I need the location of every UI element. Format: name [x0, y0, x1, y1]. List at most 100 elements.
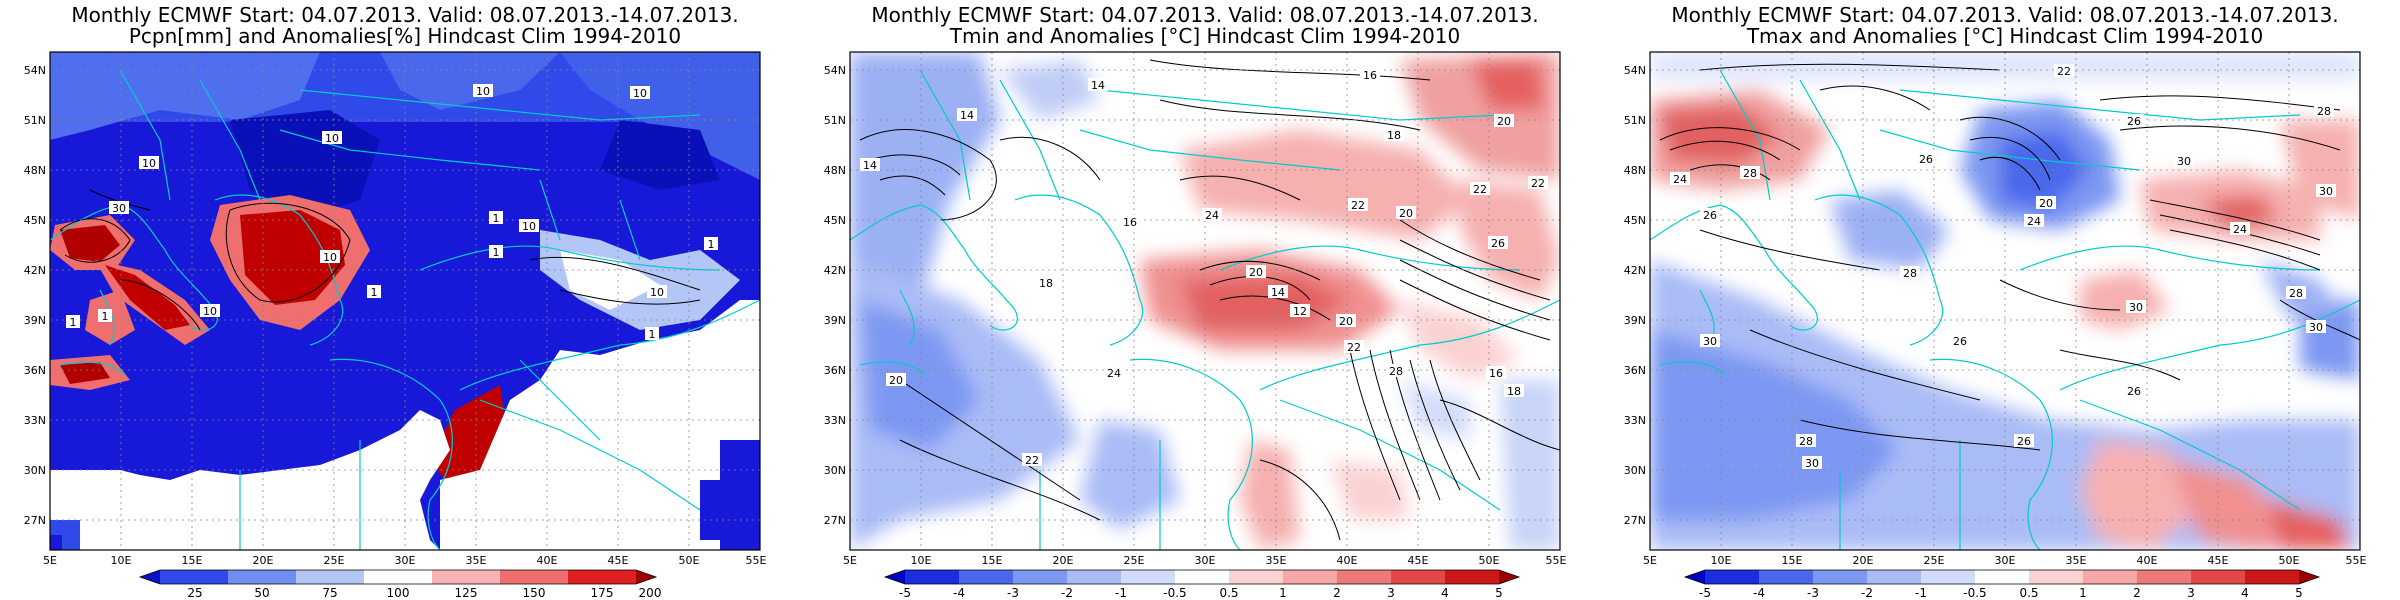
- svg-text:10: 10: [650, 286, 664, 299]
- pcpn-graticule: [50, 52, 760, 550]
- lon-label: 35E: [1266, 554, 1287, 567]
- svg-text:24: 24: [2027, 215, 2041, 228]
- colorbar-swatch: [1067, 570, 1121, 584]
- contour-label: 16: [1486, 366, 1506, 380]
- lon-label: 55E: [2346, 554, 2367, 567]
- lon-label: 10E: [911, 554, 932, 567]
- colorbar-label: 4: [2241, 586, 2249, 600]
- lon-label: 20E: [1053, 554, 1074, 567]
- lon-label: 5E: [1643, 554, 1657, 567]
- lat-label: 54N: [1624, 64, 1646, 77]
- lon-label: 35E: [466, 554, 487, 567]
- colorbar-swatch: [1867, 570, 1921, 584]
- svg-text:20: 20: [2039, 197, 2053, 210]
- contour-label: 12: [1290, 304, 1310, 318]
- colorbar-label: 3: [2187, 586, 2195, 600]
- contour-label: 28: [2314, 104, 2334, 118]
- lat-label: 36N: [824, 364, 846, 377]
- contour-label: 28: [1900, 266, 1920, 280]
- panel-title-line1: Monthly ECMWF Start: 04.07.2013. Valid: …: [71, 3, 738, 27]
- lat-label: 36N: [1624, 364, 1646, 377]
- tmax-anomaly-field: [1650, 52, 2360, 550]
- contour-label: 14: [957, 108, 977, 122]
- svg-text:30: 30: [2177, 155, 2191, 168]
- contour-label: 24: [1670, 172, 1690, 186]
- svg-text:30: 30: [2129, 301, 2143, 314]
- contour-label: 24: [1202, 208, 1222, 222]
- colorbar-swatch: [959, 570, 1013, 584]
- contour-label: 22: [1348, 198, 1368, 212]
- contour-label: 20: [1494, 114, 1514, 128]
- contour-label: 24: [2230, 222, 2250, 236]
- colorbar-swatch: [364, 570, 432, 584]
- contour-label: 1: [98, 309, 112, 323]
- panel-precipitation: Monthly ECMWF Start: 04.07.2013. Valid: …: [24, 3, 767, 600]
- contour-label: 1: [66, 315, 80, 329]
- tmax-contour-labels: 22 26 28 26 30 24 28 30 20 24 26 28 24 3…: [1670, 64, 2336, 470]
- svg-text:20: 20: [1399, 207, 1413, 220]
- lon-label: 15E: [982, 554, 1003, 567]
- tmax-lat-labels: 54N 51N 48N 45N 42N 39N 36N 33N 30N 27N: [1624, 64, 1646, 527]
- lat-label: 30N: [24, 464, 46, 477]
- svg-text:10: 10: [323, 251, 337, 264]
- contour-label: 30: [2316, 184, 2336, 198]
- colorbar-swatch: [1759, 570, 1813, 584]
- lat-label: 51N: [24, 114, 46, 127]
- colorbar-swatch: [1337, 570, 1391, 584]
- lon-label: 5E: [843, 554, 857, 567]
- lon-label: 10E: [111, 554, 132, 567]
- lat-label: 39N: [24, 314, 46, 327]
- lat-label: 27N: [24, 514, 46, 527]
- svg-text:26: 26: [2127, 115, 2141, 128]
- contour-label: 14: [860, 158, 880, 172]
- contour-label: 26: [1950, 334, 1970, 348]
- colorbar-swatch: [500, 570, 568, 584]
- colorbar-swatch: [905, 570, 959, 584]
- contour-label: 26: [1700, 208, 1720, 222]
- pcpn-colorbar: 25 50 75 100 125 150 175 200: [138, 569, 661, 600]
- tmin-lat-labels: 54N 51N 48N 45N 42N 39N 36N 33N 30N 27N: [824, 64, 846, 527]
- lon-label: 50E: [2279, 554, 2300, 567]
- colorbar-label: 125: [455, 586, 478, 600]
- contour-label: 30: [2126, 300, 2146, 314]
- tmax-coastlines: [1650, 69, 2360, 550]
- contour-label: 26: [1488, 236, 1508, 250]
- svg-text:10: 10: [522, 220, 536, 233]
- lat-label: 27N: [824, 514, 846, 527]
- tmin-colorbar: -5 -4 -3 -2 -1 -0.5 0.5 1 2 3 4 5: [883, 569, 1521, 600]
- colorbar-arrow-low: [140, 570, 160, 584]
- lat-label: 51N: [824, 114, 846, 127]
- panel-title-line1: Monthly ECMWF Start: 04.07.2013. Valid: …: [871, 3, 1538, 27]
- svg-text:14: 14: [1091, 79, 1105, 92]
- svg-text:14: 14: [1271, 286, 1285, 299]
- tmin-anomaly-field: [850, 52, 1560, 550]
- colorbar-label: -0.5: [1963, 586, 1986, 600]
- colorbar-label: 5: [2295, 586, 2303, 600]
- svg-text:1: 1: [70, 316, 77, 329]
- contour-label: 10: [200, 304, 220, 318]
- contour-label: 14: [1088, 78, 1108, 92]
- pcpn-coastlines: [50, 69, 760, 550]
- svg-text:1: 1: [708, 238, 715, 251]
- lat-label: 30N: [824, 464, 846, 477]
- colorbar-swatch: [1175, 570, 1229, 584]
- contour-label: 18: [1504, 384, 1524, 398]
- lat-label: 27N: [1624, 514, 1646, 527]
- contour-label: 24: [2024, 214, 2044, 228]
- lon-label: 30E: [1195, 554, 1216, 567]
- lat-label: 42N: [1624, 264, 1646, 277]
- colorbar-swatch: [1283, 570, 1337, 584]
- lon-label: 30E: [395, 554, 416, 567]
- colorbar-swatch: [1445, 570, 1499, 584]
- colorbar-swatch: [2083, 570, 2137, 584]
- contour-label: 22: [1022, 453, 1042, 467]
- colorbar-label: -3: [1807, 586, 1819, 600]
- contour-label: 28: [1386, 364, 1406, 378]
- colorbar-swatch: [1921, 570, 1975, 584]
- svg-text:26: 26: [1953, 335, 1967, 348]
- lon-label: 50E: [679, 554, 700, 567]
- lat-label: 54N: [824, 64, 846, 77]
- contour-label: 1: [489, 211, 503, 225]
- colorbar-label: 150: [523, 586, 546, 600]
- svg-text:10: 10: [325, 132, 339, 145]
